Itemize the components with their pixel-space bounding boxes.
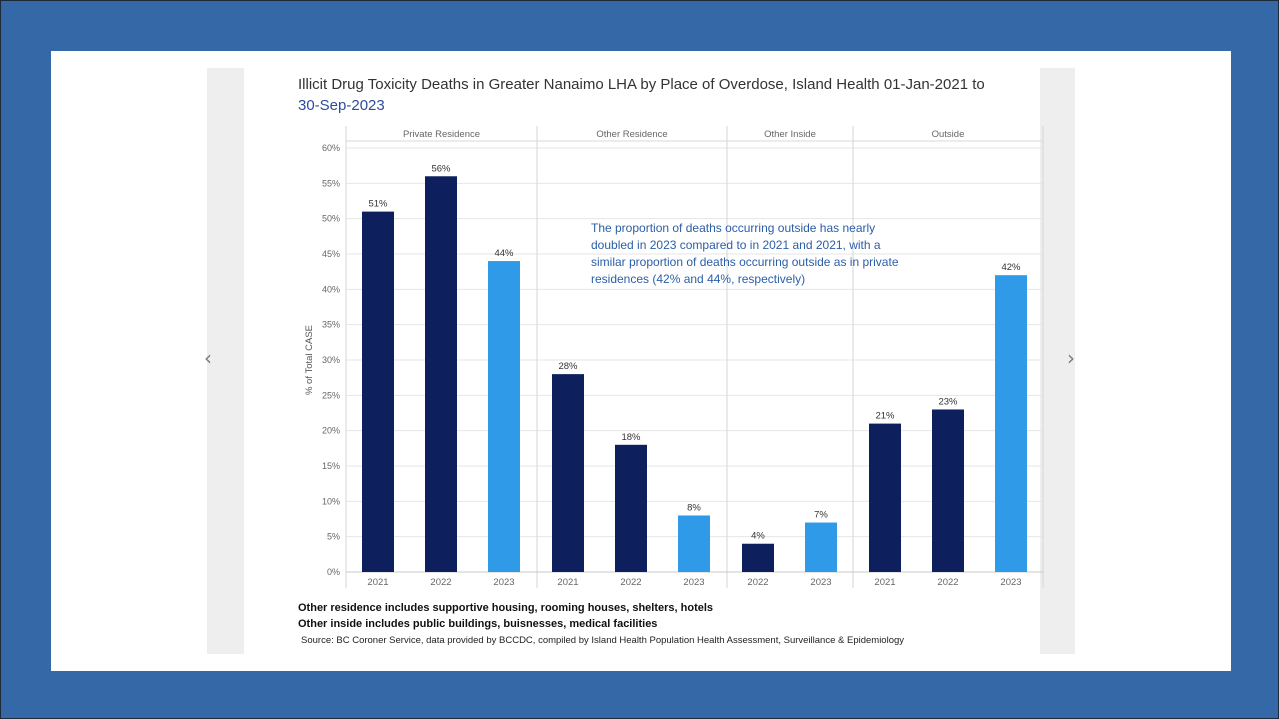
- y-tick-label: 45%: [322, 249, 340, 259]
- annotation-text: similar proportion of deaths occurring o…: [591, 255, 899, 269]
- y-tick-label: 0%: [327, 567, 340, 577]
- annotation-text: doubled in 2023 compared to in 2021 and …: [591, 238, 881, 252]
- bar-value-label: 8%: [687, 502, 701, 513]
- bar: [488, 261, 520, 572]
- x-tick-label: 2021: [557, 577, 578, 588]
- bar-value-label: 56%: [431, 163, 451, 174]
- x-tick-label: 2021: [874, 577, 895, 588]
- bar: [615, 444, 647, 572]
- bar: [362, 211, 394, 572]
- y-tick-label: 15%: [322, 461, 340, 471]
- x-tick-label: 2023: [810, 577, 831, 588]
- y-tick-label: 40%: [322, 284, 340, 294]
- bar-value-label: 44%: [494, 248, 514, 259]
- x-tick-label: 2022: [937, 577, 958, 588]
- x-tick-label: 2021: [367, 577, 388, 588]
- y-tick-label: 5%: [327, 532, 340, 542]
- chevron-right-icon[interactable]: ›: [1067, 346, 1075, 370]
- chart-title: Illicit Drug Toxicity Deaths in Greater …: [298, 74, 1048, 116]
- bar: [678, 515, 710, 572]
- footnote-other-inside: Other inside includes public buildings, …: [298, 618, 658, 630]
- bar: [932, 409, 964, 572]
- bar-value-label: 42%: [1001, 262, 1021, 273]
- annotation-text: residences (42% and 44%, respectively): [591, 272, 805, 286]
- panel-label: Outside: [932, 129, 965, 140]
- bar: [742, 543, 774, 572]
- x-tick-label: 2023: [493, 577, 514, 588]
- footnote-other-residence: Other residence includes supportive hous…: [298, 602, 714, 614]
- bar-value-label: 23%: [938, 396, 958, 407]
- bar-value-label: 4%: [751, 531, 765, 542]
- bar: [869, 423, 901, 572]
- x-tick-label: 2023: [1000, 577, 1021, 588]
- bar-value-label: 51%: [368, 199, 388, 210]
- bar-value-label: 18%: [621, 432, 641, 443]
- bar-value-label: 7%: [814, 510, 828, 521]
- chart-title-line1: Illicit Drug Toxicity Deaths in Greater …: [298, 76, 985, 93]
- bar: [995, 275, 1027, 572]
- bar-value-label: 28%: [558, 361, 578, 372]
- bar: [552, 374, 584, 572]
- chevron-left-icon[interactable]: ‹: [204, 346, 212, 370]
- annotation-text: The proportion of deaths occurring outsi…: [591, 221, 875, 235]
- y-tick-label: 30%: [322, 355, 340, 365]
- panel-label: Other Inside: [764, 129, 816, 140]
- bar-value-label: 21%: [875, 411, 895, 422]
- y-tick-label: 25%: [322, 390, 340, 400]
- x-tick-label: 2022: [620, 577, 641, 588]
- y-tick-label: 20%: [322, 426, 340, 436]
- bar: [805, 522, 837, 572]
- x-tick-label: 2022: [747, 577, 768, 588]
- x-tick-label: 2023: [683, 577, 704, 588]
- y-tick-label: 10%: [322, 496, 340, 506]
- chart-title-line2: 30-Sep-2023: [298, 97, 385, 114]
- bar: [425, 176, 457, 572]
- y-axis-label: % of Total CASE: [304, 325, 315, 395]
- y-tick-label: 50%: [322, 214, 340, 224]
- y-tick-label: 55%: [322, 178, 340, 188]
- x-tick-label: 2022: [430, 577, 451, 588]
- y-tick-label: 60%: [322, 143, 340, 153]
- source-note: Source: BC Coroner Service, data provide…: [301, 635, 905, 646]
- panel-label: Other Residence: [596, 129, 667, 140]
- panel-label: Private Residence: [403, 129, 480, 140]
- y-tick-label: 35%: [322, 320, 340, 330]
